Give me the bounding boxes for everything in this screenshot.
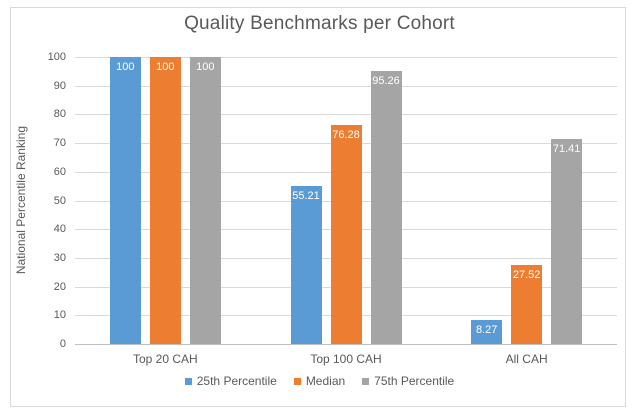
legend-marker-75th-percentile [362, 377, 370, 385]
x-axis-category-label: Top 20 CAH [132, 352, 198, 366]
x-axis-category-label: Top 100 CAH [310, 352, 382, 366]
bar-value-label: 100 [196, 61, 215, 73]
bar-value-label: 100 [116, 61, 135, 73]
bar-value-label: 8.27 [475, 324, 498, 337]
bar-value-label: 95.26 [372, 74, 400, 87]
x-axis-labels: Top 20 CAH Top 100 CAH All CAH [75, 352, 617, 368]
y-tick-label: 30 [53, 251, 66, 264]
y-tick-label: 100 [47, 51, 66, 63]
bar-value-label: 71.41 [552, 143, 581, 156]
legend-item-25th-percentile: 25th Percentile [184, 374, 277, 388]
y-tick-label: 80 [53, 108, 66, 121]
bar-all-cah-25th-percentile: 8.27 [471, 320, 503, 344]
bar-top-100-cah-25th-percentile: 55.21 [290, 185, 322, 344]
y-tick-label: 90 [53, 79, 66, 92]
gridline [75, 114, 617, 116]
bar-all-cah-median: 27.52 [511, 265, 543, 344]
bar-top-20-cah-25th-percentile: 100 [109, 57, 141, 344]
legend-item-75th-percentile: 75th Percentile [362, 374, 454, 388]
bar-all-cah-75th-percentile: 71.41 [551, 139, 583, 344]
chart-border [10, 7, 626, 407]
gridline [75, 85, 617, 87]
x-axis-category-label: All CAH [505, 352, 548, 366]
y-tick-label: 0 [59, 338, 66, 350]
plot-area: 100 100 100 55.21 76.28 95.26 8.27 27.52 71.41 [75, 57, 617, 345]
bar-value-label: 27.52 [512, 269, 541, 282]
y-tick-label: 10 [53, 309, 66, 322]
y-tick-label: 70 [53, 137, 66, 150]
x-axis-line [75, 344, 617, 345]
legend-item-median: Median [293, 374, 346, 388]
bar-top-100-cah-75th-percentile: 95.26 [370, 70, 402, 344]
y-tick-label: 40 [53, 223, 66, 236]
y-tick-label: 20 [53, 280, 66, 293]
bar-top-20-cah-75th-percentile: 100 [189, 57, 221, 344]
y-tick-label: 60 [53, 165, 66, 178]
y-tick-label: 50 [53, 194, 66, 207]
chart-title: Quality Benchmarks per Cohort [184, 13, 455, 34]
bar-top-20-cah-median: 100 [149, 57, 181, 344]
legend-marker-median [293, 377, 301, 385]
legend-label: Median [305, 374, 346, 388]
y-axis-tick-labels: 0 10 20 30 40 50 60 70 80 90 100 [0, 51, 66, 350]
legend: 25th Percentile Median 75th Percentile [0, 374, 639, 388]
bar-value-label: 55.21 [292, 189, 320, 202]
legend-label: 25th Percentile [196, 374, 277, 388]
bar-top-100-cah-median: 76.28 [330, 125, 362, 344]
legend-label: 75th Percentile [374, 374, 455, 388]
legend-marker-25th-percentile [184, 377, 192, 385]
bar-value-label: 76.28 [332, 129, 360, 142]
gridline [75, 57, 617, 58]
bar-value-label: 100 [156, 61, 175, 73]
